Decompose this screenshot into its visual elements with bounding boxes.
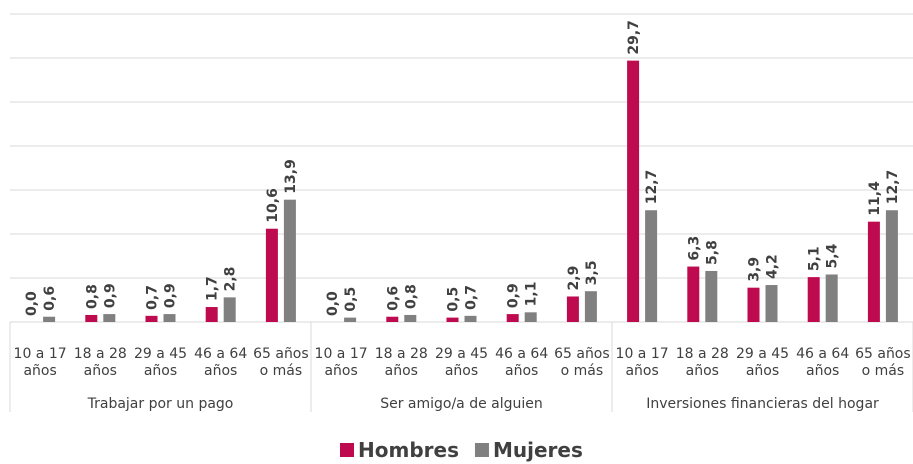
value-label: 3,5: [584, 260, 600, 285]
bar: [85, 314, 98, 322]
legend-label: Mujeres: [493, 438, 583, 462]
value-label: 1,7: [205, 276, 221, 301]
bar: [687, 266, 700, 322]
x-tick-label: 18 a 28 años: [675, 346, 729, 379]
x-tick-label: 10 a 17 años: [314, 346, 368, 379]
group-label: Inversiones financieras del hogar: [646, 396, 879, 412]
bar: [464, 315, 477, 322]
x-tick-label: 65 años o más: [253, 346, 309, 379]
x-tick-label: 29 a 45 años: [434, 346, 489, 379]
x-tick-label: 46 a 64 años: [194, 346, 248, 379]
x-tick-label: 65 años o más: [855, 346, 911, 379]
x-tick-label: 46 a 64 años: [495, 346, 549, 379]
value-label: 0,6: [42, 286, 58, 311]
bar: [103, 314, 116, 322]
value-label: 29,7: [626, 20, 642, 55]
bar: [705, 270, 718, 322]
bar: [645, 210, 658, 322]
value-label: 11,4: [867, 181, 883, 216]
bar: [404, 314, 417, 322]
value-label: 0,9: [163, 283, 179, 308]
value-label: 0,9: [102, 283, 118, 308]
value-label: 0,0: [325, 291, 341, 316]
value-label: 5,4: [825, 243, 841, 268]
value-label: 0,5: [446, 287, 462, 312]
value-label: 2,9: [566, 266, 582, 291]
x-tick-label: 18 a 28 años: [374, 346, 428, 379]
legend-swatch: [340, 443, 354, 457]
value-label: 0,7: [145, 285, 161, 310]
bar: [43, 316, 56, 322]
value-label: 0,7: [464, 285, 480, 310]
bar: [627, 60, 640, 322]
bar: [145, 315, 158, 322]
legend-label: Hombres: [358, 438, 459, 462]
bar: [446, 317, 459, 322]
value-label: 6,3: [686, 236, 702, 261]
value-label: 12,7: [644, 170, 660, 205]
bar: [265, 228, 278, 322]
bar: [747, 287, 760, 322]
value-label: 0,8: [84, 284, 100, 309]
bar: [506, 314, 519, 322]
x-tick-label: 10 a 17 años: [13, 346, 67, 379]
x-tick-label: 29 a 45 años: [735, 346, 790, 379]
bar: [205, 307, 218, 322]
bar: [807, 277, 820, 322]
value-label: 3,9: [747, 257, 763, 282]
bar: [566, 296, 579, 322]
bar: [885, 210, 898, 322]
value-label: 4,2: [765, 254, 781, 279]
bar: [163, 314, 176, 322]
x-tick-label: 10 a 17 años: [615, 346, 669, 379]
bar: [223, 297, 236, 322]
bar: [524, 312, 537, 322]
bar: [867, 221, 880, 322]
x-tick-label: 18 a 28 años: [73, 346, 127, 379]
value-label: 5,1: [807, 246, 823, 271]
value-label: 0,5: [343, 287, 359, 312]
legend-swatch: [474, 443, 489, 457]
group-label: Trabajar por un pago: [87, 396, 234, 412]
value-label: 10,6: [265, 188, 281, 223]
bar: [386, 316, 399, 322]
x-tick-label: 65 años o más: [554, 346, 610, 379]
bar: [344, 317, 357, 322]
value-label: 0,8: [403, 284, 419, 309]
bar: [825, 274, 838, 322]
value-label: 0,6: [385, 286, 401, 311]
value-label: 12,7: [885, 170, 901, 205]
value-label: 5,8: [704, 240, 720, 265]
value-label: 1,1: [524, 282, 540, 307]
group-label: Ser amigo/a de alguien: [380, 396, 543, 412]
bar: [283, 199, 296, 322]
value-label: 2,8: [223, 267, 239, 292]
value-label: 0,0: [24, 291, 40, 316]
value-label: 13,9: [283, 159, 299, 194]
bar: [584, 291, 597, 322]
bar: [765, 285, 778, 322]
value-label: 0,9: [506, 283, 522, 308]
x-tick-label: 29 a 45 años: [133, 346, 188, 379]
x-tick-label: 46 a 64 años: [796, 346, 850, 379]
